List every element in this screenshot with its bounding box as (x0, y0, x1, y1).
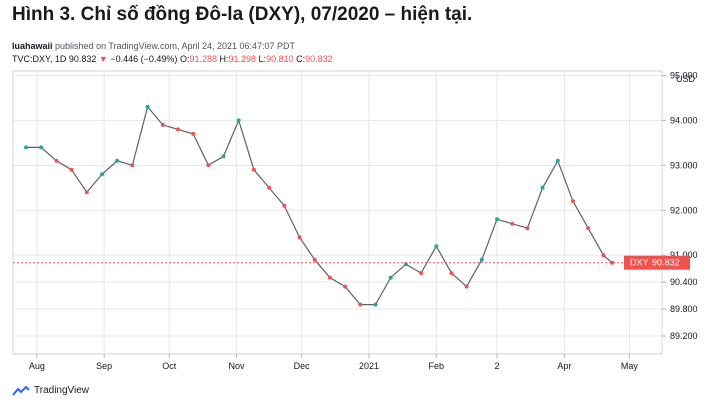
data-point[interactable] (373, 302, 378, 307)
y-unit-label: USD (676, 74, 696, 84)
data-point[interactable] (555, 158, 560, 163)
y-tick-label: 94.000 (670, 115, 698, 125)
grid-lines (13, 71, 662, 354)
data-point[interactable] (267, 185, 272, 190)
x-tick-label: Aug (29, 361, 45, 371)
y-axis-ticks: 95.000 94.000 93.000 92.000 91.000 90.400 89.8… (662, 70, 698, 341)
data-point[interactable] (206, 163, 211, 168)
symbol-label: TVC:DXY, 1D (12, 54, 67, 64)
author-name[interactable]: luahawaii (12, 41, 53, 51)
close-label: C: (296, 54, 306, 64)
y-tick-label: 91.000 (670, 250, 698, 260)
data-point[interactable] (510, 221, 515, 226)
low-label: L: (258, 54, 267, 64)
data-point[interactable] (191, 131, 196, 136)
data-point[interactable] (434, 244, 439, 249)
data-point[interactable] (100, 172, 104, 177)
data-point[interactable] (540, 185, 545, 190)
data-point[interactable] (115, 158, 120, 163)
data-point[interactable] (571, 199, 575, 204)
series-line (26, 105, 613, 306)
data-point[interactable] (419, 271, 424, 276)
brand-name: TradingView (34, 385, 90, 396)
x-tick-label: Feb (429, 361, 445, 371)
last-price: 90.832 (68, 54, 97, 64)
data-point[interactable] (388, 275, 393, 280)
data-point[interactable] (54, 158, 59, 163)
last-price-badge-bg (624, 255, 690, 270)
x-tick-label: 2 (495, 361, 500, 371)
price-series[interactable] (24, 104, 615, 307)
publisher-line: luahawaii published on TradingView.com, … (12, 41, 295, 51)
open-label: O: (179, 54, 190, 64)
x-tick-label: 2021 (359, 361, 379, 371)
data-point[interactable] (297, 235, 302, 240)
y-tick-label: 90.400 (670, 277, 698, 287)
data-point[interactable] (24, 145, 28, 150)
open-value: 91.288 (189, 54, 217, 64)
data-point[interactable] (464, 284, 469, 289)
change-arrow-icon: ▼ (98, 54, 108, 64)
data-point[interactable] (358, 302, 363, 307)
y-tick-label: 93.000 (670, 160, 698, 170)
x-tick-label: Nov (229, 361, 246, 371)
data-point[interactable] (84, 190, 89, 195)
tradingview-brand[interactable]: TradingView (12, 385, 89, 396)
data-point[interactable] (601, 253, 606, 258)
data-point[interactable] (221, 154, 226, 159)
last-price-badge-value: 90.832 (652, 258, 680, 268)
x-tick-label: May (621, 361, 639, 371)
data-point[interactable] (327, 275, 332, 280)
data-point[interactable] (160, 122, 165, 127)
data-point[interactable] (69, 167, 74, 172)
last-price-badge: DXY 90.832 (13, 255, 690, 270)
x-tick-label: Sep (96, 361, 112, 371)
publisher-text: published on TradingView.com, April 24, … (55, 41, 296, 51)
y-tick-label: 95.000 (670, 70, 698, 80)
data-point[interactable] (312, 257, 317, 262)
y-tick-label: 89.800 (670, 304, 698, 314)
data-point[interactable] (251, 167, 256, 172)
low-value: 90.810 (266, 54, 294, 64)
last-price-badge-label: DXY (630, 258, 649, 268)
figure-title: Hình 3. Chỉ số đồng Đô-la (DXY), 07/2020… (12, 4, 473, 25)
y-tick-label: 92.000 (670, 205, 698, 215)
data-point[interactable] (236, 118, 241, 123)
high-label: H: (219, 54, 229, 64)
close-value: 90.832 (305, 54, 333, 64)
data-point[interactable] (495, 217, 499, 222)
data-point[interactable] (39, 145, 44, 150)
x-axis-ticks: Aug Sep Oct Nov Dec 2021 Feb 2 Apr May (29, 354, 639, 371)
x-tick-label: Dec (294, 361, 311, 371)
data-point[interactable] (282, 203, 287, 208)
data-point[interactable] (610, 260, 615, 265)
data-point[interactable] (176, 127, 180, 132)
data-point[interactable] (343, 284, 348, 289)
data-point[interactable] (145, 104, 150, 109)
y-tick-label: 89.200 (670, 331, 698, 341)
tradingview-logo-icon (12, 385, 30, 396)
x-tick-label: Apr (557, 361, 571, 371)
data-point[interactable] (586, 226, 591, 231)
high-value: 91.298 (228, 54, 257, 64)
x-tick-label: Oct (162, 361, 177, 371)
data-point[interactable] (479, 257, 484, 262)
data-point[interactable] (130, 163, 135, 168)
data-point[interactable] (449, 271, 454, 276)
ohlc-legend: TVC:DXY, 1D 90.832 ▼ −0.446 (−0.49%) O:9… (12, 54, 333, 64)
data-point[interactable] (525, 226, 530, 231)
change-value: −0.446 (−0.49%) (110, 54, 178, 64)
